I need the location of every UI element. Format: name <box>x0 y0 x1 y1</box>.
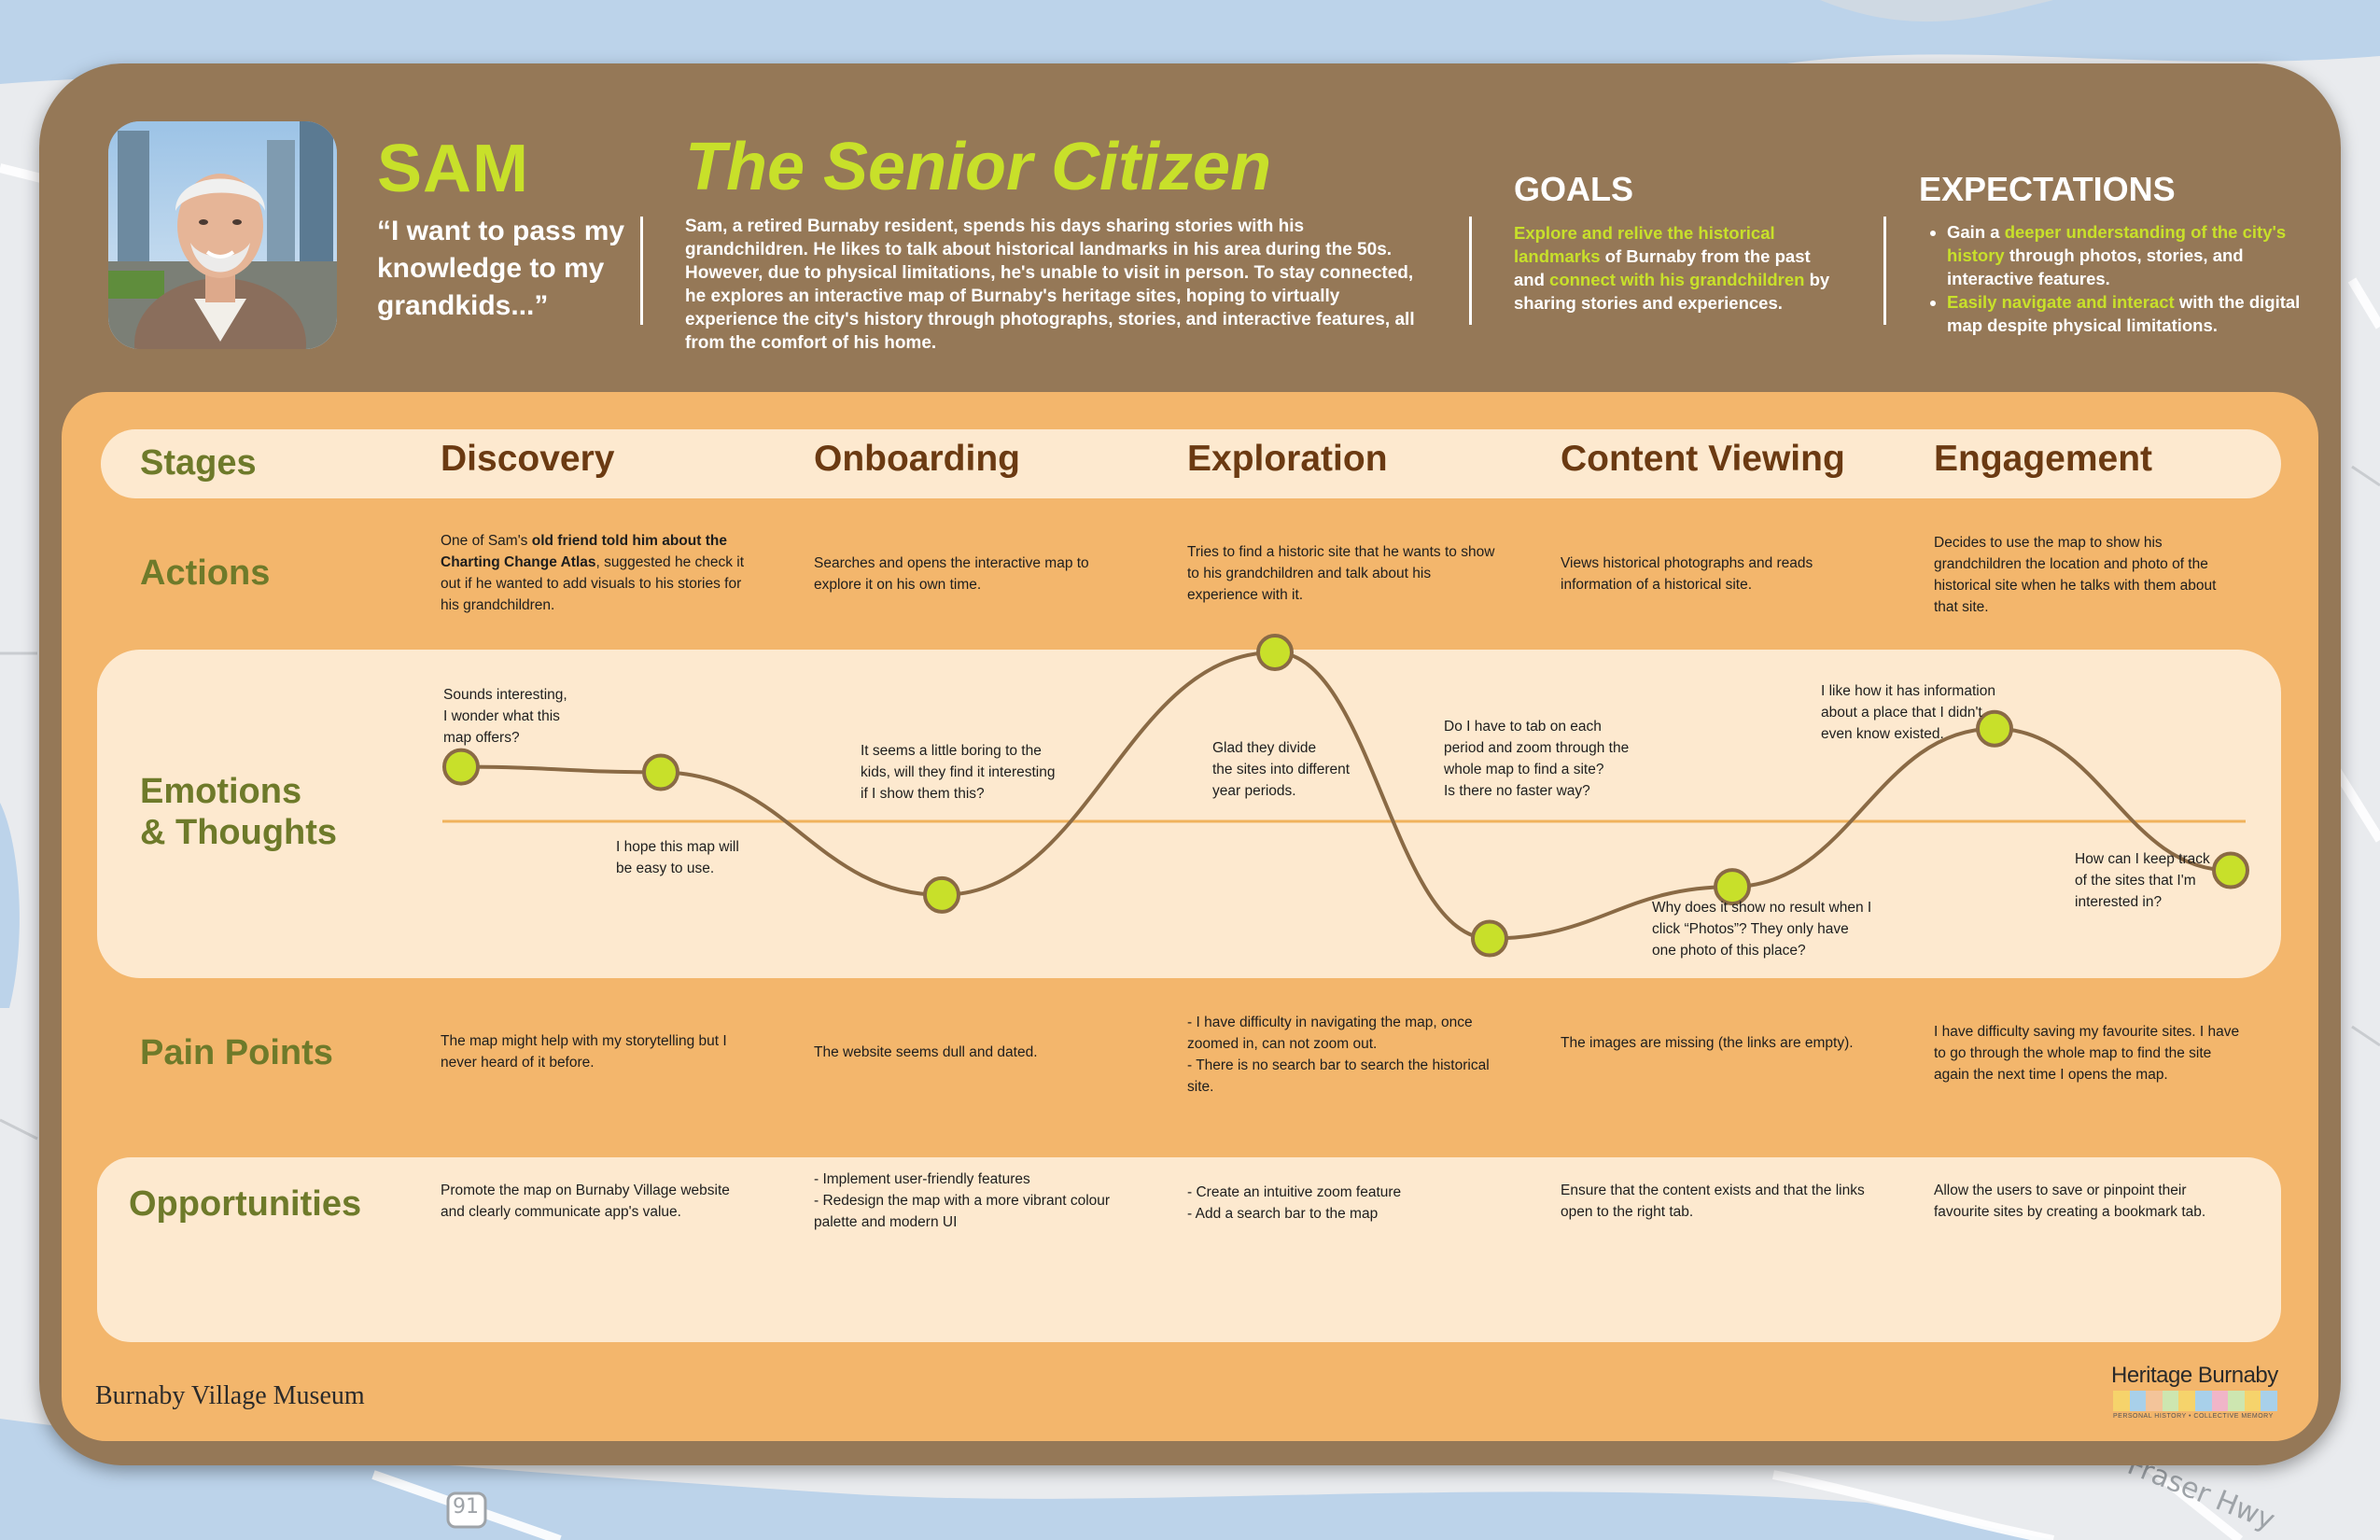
emotion-note: Why does it show no result when I click … <box>1652 900 1872 959</box>
expectations-title: EXPECTATIONS <box>1919 170 2176 208</box>
heritage-burnaby-name: Heritage Burnaby <box>2111 1363 2278 1388</box>
persona-bio: Sam, a retired Burnaby resident, spends … <box>685 217 1415 353</box>
goals-title: GOALS <box>1514 170 1634 208</box>
stage-engagement: Engagement <box>1934 439 2153 479</box>
emotion-note: Do I have to tab on each period and zoom… <box>1444 719 1630 799</box>
action-text: , suggested he check it out if he wanted… <box>441 554 745 613</box>
goals-text-part: by sharing stories and experiences. <box>1514 270 1830 313</box>
opportunity-onboarding: - Implement user-friendly features - Red… <box>814 1171 1111 1230</box>
stage-content-viewing: Content Viewing <box>1561 439 1845 479</box>
action-engagement: Decides to use the map to show his grand… <box>1934 532 2242 618</box>
goals-highlight: Explore and relive the historical landma… <box>1514 223 1775 266</box>
heritage-color-bars <box>2113 1391 2277 1411</box>
pain-point-discovery: The map might help with my storytelling … <box>441 1033 727 1071</box>
divider <box>1469 217 1472 325</box>
opportunities-band <box>97 1157 2281 1342</box>
divider <box>1883 217 1886 325</box>
action-text-bold: old friend told him about the Charting C… <box>441 533 727 570</box>
row-label-stages: Stages <box>140 443 257 483</box>
divider <box>640 217 643 325</box>
expectation-text: with the digital map despite physical li… <box>1947 292 2301 335</box>
expectation-item: Easily navigate and interact with the di… <box>1947 290 2311 337</box>
senior-man-portrait-icon <box>108 121 337 349</box>
heritage-burnaby-logo: Heritage Burnaby PERSONAL HISTORY • COLL… <box>2111 1363 2279 1422</box>
opportunity-content-viewing: Ensure that the content exists and that … <box>1561 1183 1865 1220</box>
stages-band <box>101 429 2281 498</box>
stage-exploration: Exploration <box>1187 439 1388 479</box>
action-text: Views historical photographs and reads i… <box>1561 555 1813 593</box>
action-text: One of Sam's <box>441 533 532 549</box>
emotion-note: How can I keep track of the sites that I… <box>2075 851 2210 910</box>
expectation-text: Gain a <box>1947 222 2005 242</box>
action-discovery: One of Sam's old friend told him about t… <box>441 530 749 616</box>
opportunity-discovery: Promote the map on Burnaby Village websi… <box>441 1183 730 1220</box>
action-onboarding: Searches and opens the interactive map t… <box>814 553 1122 595</box>
pain-point-exploration: - I have difficulty in navigating the ma… <box>1187 1015 1490 1095</box>
action-text: Decides to use the map to show his grand… <box>1934 535 2217 615</box>
persona-name: SAM <box>377 132 529 206</box>
stage-discovery: Discovery <box>441 439 615 479</box>
row-label-opportunities: Opportunities <box>129 1184 362 1224</box>
map-label-highway-91: 91 <box>453 1495 479 1519</box>
stage-onboarding: Onboarding <box>814 439 1020 479</box>
action-content-viewing: Views historical photographs and reads i… <box>1561 553 1869 595</box>
emotion-note: I hope this map will be easy to use. <box>616 839 739 876</box>
action-text: Searches and opens the interactive map t… <box>814 555 1089 593</box>
persona-role: The Senior Citizen <box>685 130 1272 204</box>
goals-text-part: of Burnaby from the past and <box>1514 246 1811 289</box>
persona-quote: “I want to pass my knowledge to my grand… <box>377 216 625 321</box>
action-exploration: Tries to find a historic site that he wa… <box>1187 541 1495 606</box>
expectation-text: through photos, stories, and interactive… <box>1947 245 2244 288</box>
burnaby-village-museum-logo: Burnaby Village Museum <box>95 1381 365 1410</box>
pain-point-onboarding: The website seems dull and dated. <box>814 1044 1038 1060</box>
goals-highlight: connect with his grandchildren <box>1549 270 1805 289</box>
row-label-emotions: Emotions & Thoughts <box>140 772 338 852</box>
pain-point-engagement: I have difficulty saving my favourite si… <box>1934 1024 2240 1083</box>
opportunity-engagement: Allow the users to save or pinpoint thei… <box>1934 1183 2206 1220</box>
pain-point-content-viewing: The images are missing (the links are em… <box>1561 1035 1854 1051</box>
action-text: Tries to find a historic site that he wa… <box>1187 544 1495 603</box>
emotion-note: Sounds interesting, I wonder what this m… <box>443 687 567 746</box>
expectation-highlight: deeper understanding of the city's histo… <box>1947 222 2287 265</box>
expectation-highlight: Easily navigate and interact <box>1947 292 2175 312</box>
row-label-actions: Actions <box>140 553 271 593</box>
expectation-item: Gain a deeper understanding of the city'… <box>1947 220 2311 290</box>
persona-photo <box>108 121 337 349</box>
emotion-note: I like how it has information about a pl… <box>1821 683 1995 742</box>
expectations-list: Gain a deeper understanding of the city'… <box>1926 220 2311 337</box>
opportunity-exploration: - Create an intuitive zoom feature - Add… <box>1187 1184 1402 1222</box>
heritage-tagline: PERSONAL HISTORY • COLLECTIVE MEMORY <box>2113 1413 2274 1420</box>
emotion-note: It seems a little boring to the kids, wi… <box>861 743 1056 802</box>
emotion-note: Glad they divide the sites into differen… <box>1212 740 1351 799</box>
row-label-pain-points: Pain Points <box>140 1033 333 1072</box>
goals-text: Explore and relive the historical landma… <box>1514 221 1841 315</box>
